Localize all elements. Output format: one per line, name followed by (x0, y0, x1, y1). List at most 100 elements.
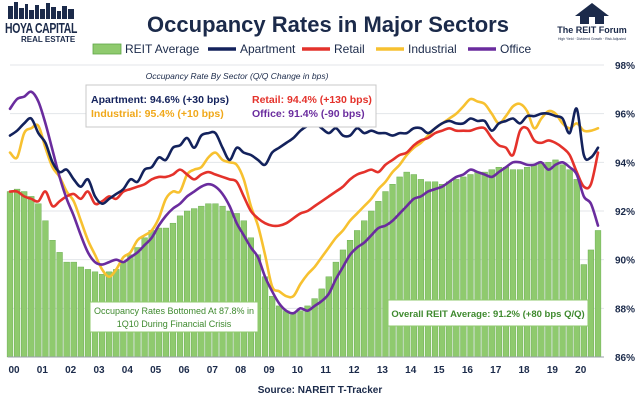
reit-average-bar (233, 213, 240, 358)
reit-annotation-frame (387, 299, 589, 327)
x-tick-label: 02 (65, 365, 77, 376)
house-icon (575, 3, 609, 24)
logo-line2: REAL ESTATE (21, 35, 76, 44)
x-tick-label: 11 (320, 365, 331, 376)
line-retail (8, 125, 600, 228)
hoya-capital-logo: HOYA CAPITAL REAL ESTATE (5, 2, 78, 44)
reit-average-bar (191, 208, 198, 358)
reit-average-bar (297, 310, 304, 358)
x-tick-label: 16 (462, 365, 474, 376)
reit-average-bar (276, 305, 283, 358)
reit-average-bar (21, 191, 28, 358)
stat-industrial: Industrial: 95.4% (+10 bps) (91, 108, 224, 120)
stat-office: Office: 91.4% (-90 bps) (252, 108, 365, 120)
chart-title: Occupancy Rates in Major Sectors (147, 12, 509, 37)
legend-swatch-reit-average (92, 43, 122, 55)
reit-average-bar (431, 181, 439, 358)
x-tick-label: 07 (207, 365, 219, 376)
line-office (8, 90, 600, 315)
annotation-line2: 1Q10 During Financial Crisis (117, 319, 232, 329)
reit-average-bar (467, 174, 474, 358)
reit-average-bar (63, 261, 70, 358)
reit-average-bar (290, 313, 297, 358)
x-tick-label: 15 (433, 365, 445, 376)
reit-average-bar (269, 295, 276, 358)
x-tick-labels: 00 01 02 03 04 05 06 07 08 09 10 11 12 13 14 15 16 17 18 19… (8, 365, 586, 376)
x-tick-label: 14 (405, 365, 417, 376)
reit-average-bar (559, 164, 566, 358)
reit-average-bar (460, 176, 467, 358)
reit-average-bar (226, 210, 233, 358)
financial-crisis-annotation: Occupancy Rates Bottomed At 87.8% in 1Q1… (89, 301, 259, 333)
x-tick-label: 08 (235, 365, 247, 376)
reit-average-bar (49, 239, 56, 358)
legend-item-industrial: Industrial (376, 42, 457, 56)
y-tick-label: 86% (615, 353, 635, 364)
stat-retail: Retail: 94.4% (+130 bps) (252, 94, 372, 106)
skyline-icon (8, 2, 74, 19)
reit-average-bar (261, 276, 269, 358)
x-tick-label: 03 (93, 365, 105, 376)
x-tick-label: 00 (8, 365, 20, 376)
reit-average-bar (183, 210, 191, 358)
sector-stats-box: Apartment: 94.6% (+30 bps) Retail: 94.4%… (85, 84, 377, 128)
y-tick-labels: 86% 88% 90% 92% 94% 96% 98% (615, 61, 635, 364)
reit-average-bar (162, 227, 169, 358)
reit-average-bar (396, 176, 403, 358)
legend-label-industrial: Industrial (408, 42, 457, 56)
reit-average-bar (446, 181, 453, 358)
reit-forum-logo: The REIT Forum High Yield · Dividend Gro… (557, 3, 627, 41)
y-tick-label: 88% (615, 304, 635, 315)
reit-average-bar (403, 171, 410, 358)
reit-average-bar (552, 159, 559, 358)
reit-average-bar (587, 249, 595, 358)
x-tick-label: 09 (263, 365, 275, 376)
reit-average-bar (502, 166, 510, 358)
reit-average-bar (566, 169, 573, 358)
reit-forum-tagline: High Yield · Dividend Growth · Risk Adju… (558, 36, 626, 41)
reit-average-bar (35, 203, 42, 358)
reit-average-bar (205, 203, 212, 358)
reit-average-bar (13, 188, 21, 358)
y-tick-label: 96% (615, 110, 635, 121)
reit-average-bar (531, 164, 538, 358)
y-tick-label: 94% (615, 158, 635, 169)
reit-average-bar (70, 261, 77, 358)
reit-average-bar (481, 171, 488, 358)
chart-source: Source: NAREIT T-Tracker (258, 385, 383, 396)
annotation-line1: Occupancy Rates Bottomed At 87.8% in (94, 306, 254, 316)
reit-average-bar (509, 169, 517, 358)
x-tick-label: 19 (547, 365, 559, 376)
x-tick-label: 10 (292, 365, 304, 376)
x-tick-label: 04 (122, 365, 134, 376)
legend-item-reit-average: REIT Average (92, 42, 200, 56)
reit-average-bar (28, 196, 35, 358)
sector-lines (8, 90, 600, 315)
reit-average-bar (516, 169, 524, 358)
stats-box-frame (85, 84, 377, 128)
reit-annotation-text: Overall REIT Average: 91.2% (+80 bps Q/Q… (391, 309, 584, 320)
legend-label-apartment: Apartment (240, 42, 296, 56)
y-tick-label: 98% (615, 61, 635, 72)
reit-average-bar (594, 230, 602, 358)
legend: REIT Average Apartment Retail Industrial… (92, 42, 531, 56)
reit-average-bar (169, 222, 177, 358)
legend-item-retail: Retail (302, 42, 365, 56)
reit-average-bar (545, 162, 552, 358)
x-tick-label: 13 (377, 365, 389, 376)
reit-average-bar (212, 203, 219, 358)
reit-average-bar (283, 310, 290, 358)
legend-item-office: Office (468, 42, 531, 56)
reit-average-bar (417, 179, 424, 358)
reit-average-bar (424, 181, 432, 358)
legend-label-reit-average: REIT Average (125, 42, 200, 56)
x-tick-label: 18 (519, 365, 531, 376)
reit-average-bar (474, 171, 481, 358)
chart-subtitle: Occupancy Rate By Sector (Q/Q Change in … (146, 71, 329, 81)
reit-average-bar (141, 237, 148, 358)
reit-average-bar (176, 215, 184, 358)
x-tick-label: 01 (37, 365, 49, 376)
reit-average-bar (304, 305, 311, 358)
reit-average-bar (77, 266, 84, 358)
